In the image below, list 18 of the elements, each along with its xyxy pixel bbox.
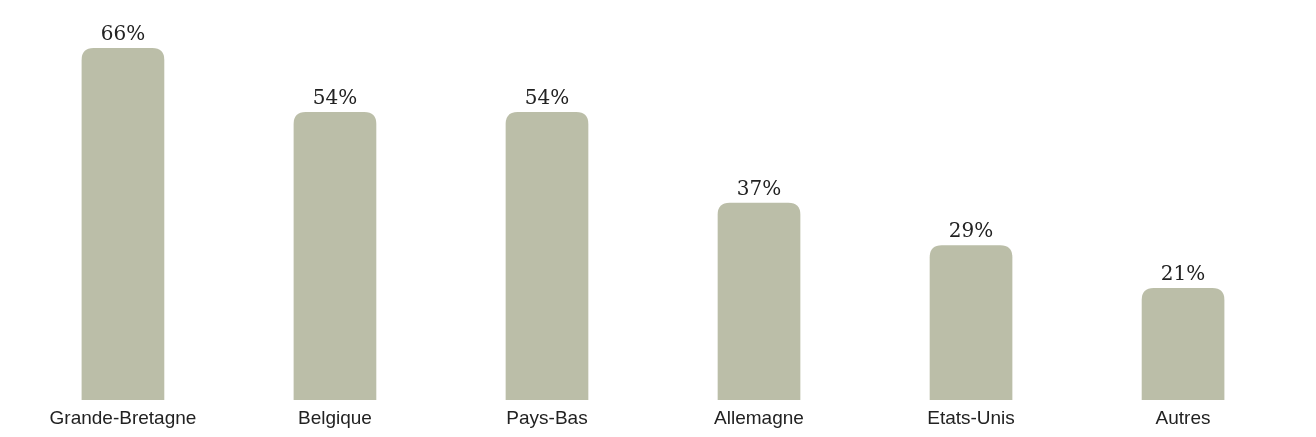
bar [929, 245, 1013, 400]
data-label: 37% [736, 175, 782, 200]
bar [293, 112, 377, 400]
x-tick-label: Autres [1155, 407, 1211, 428]
x-tick-label: Grande-Bretagne [49, 407, 197, 428]
data-label: 66% [100, 21, 146, 45]
data-label: 29% [948, 218, 994, 243]
x-tick-label: Allemagne [714, 407, 804, 428]
data-label: 21% [1160, 261, 1206, 285]
x-tick-label: Etats-Unis [927, 407, 1015, 428]
bar [81, 48, 165, 400]
data-label: 54% [524, 85, 570, 109]
x-tick-label: Belgique [297, 407, 372, 428]
x-tick-label: Pays-Bas [506, 407, 588, 428]
bar [505, 112, 589, 400]
bar [1141, 288, 1225, 400]
data-label: 54% [312, 85, 358, 109]
bar [717, 202, 801, 400]
